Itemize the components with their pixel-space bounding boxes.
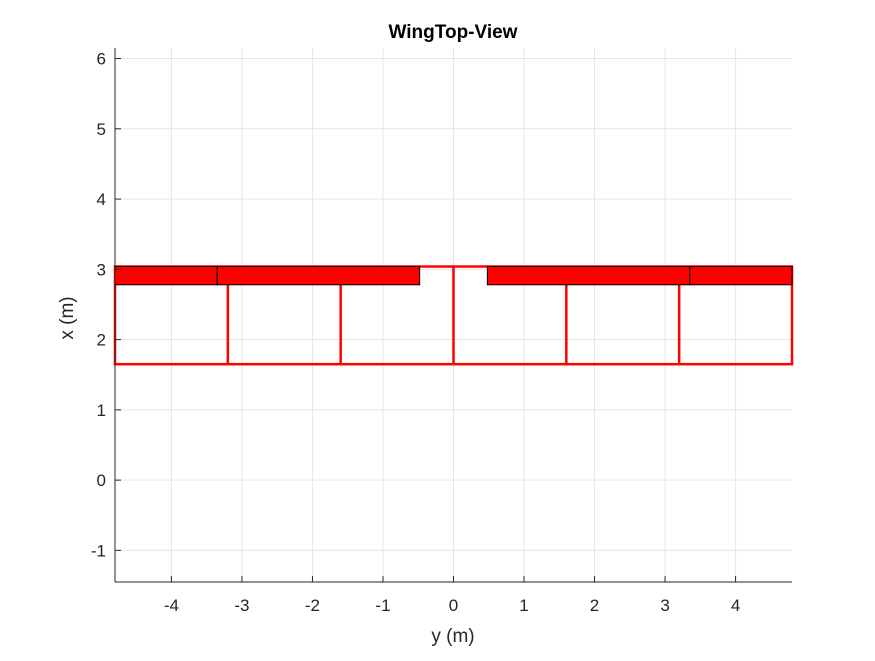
y-tick-label: 3: [97, 260, 106, 279]
control-surface: [689, 266, 793, 286]
y-tick-label: 0: [97, 471, 106, 490]
y-tick-label: 4: [97, 190, 106, 209]
y-tick-label: 2: [97, 331, 106, 350]
x-tick-label: -4: [164, 596, 179, 615]
control-surface: [114, 266, 218, 286]
y-tick-label: -1: [91, 541, 106, 560]
y-tick-label: 1: [97, 401, 106, 420]
x-tick-label: 3: [660, 596, 669, 615]
x-tick-label: -2: [305, 596, 320, 615]
chart-title: WingTop-View: [389, 22, 518, 43]
labels-layer: WingTop-View y (m) x (m): [57, 22, 518, 647]
control-surface: [216, 266, 421, 286]
y-axis-label: x (m): [57, 296, 78, 339]
x-tick-label: 2: [590, 596, 599, 615]
y-tick-label: 6: [97, 50, 106, 69]
x-tick-label: 1: [519, 596, 528, 615]
x-axis-label: y (m): [431, 626, 474, 647]
x-tick-label: -1: [375, 596, 390, 615]
x-tick-label: -3: [234, 596, 249, 615]
control-surface: [486, 266, 691, 286]
y-tick-label: 5: [97, 120, 106, 139]
x-tick-label: 0: [449, 596, 458, 615]
axes-layer: -4 -3 -2 -1 0 1 2 3 4 -1 0 1 2 3 4 5 6: [91, 48, 792, 615]
x-tick-label: 4: [731, 596, 740, 615]
